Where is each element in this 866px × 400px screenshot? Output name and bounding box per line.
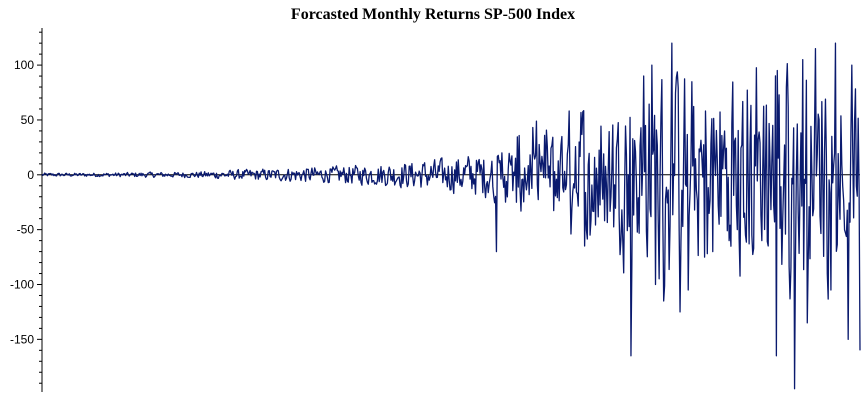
chart-title: Forcasted Monthly Returns SP-500 Index: [290, 6, 576, 23]
y-tick-label: -100: [10, 277, 34, 291]
y-tick-label: 50: [21, 113, 35, 127]
y-tick-label: -150: [10, 332, 34, 346]
series-layer: [41, 42, 861, 390]
y-tick-label: 100: [14, 58, 34, 72]
series-line: [41, 42, 861, 390]
y-tick-label: 0: [27, 168, 34, 182]
y-tick-label: -50: [17, 223, 35, 237]
y-axis: 100 50 0 -50 -100 -150: [10, 28, 43, 392]
